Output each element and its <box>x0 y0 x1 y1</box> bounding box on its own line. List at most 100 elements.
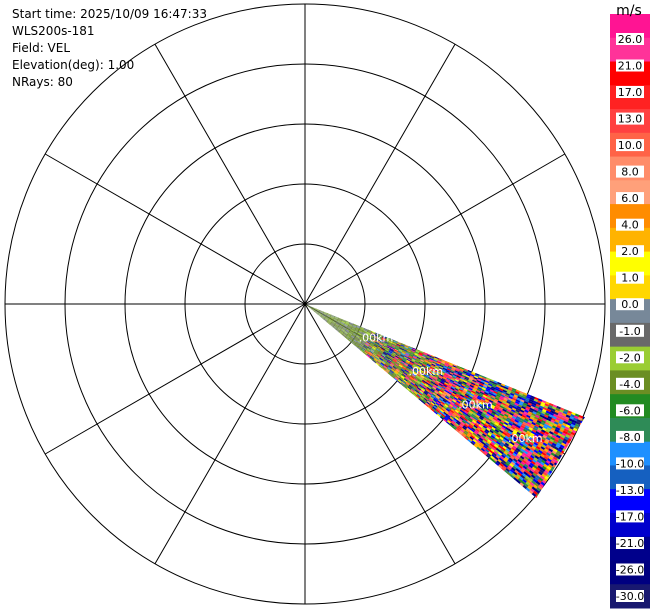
velocity-gate <box>324 317 329 321</box>
velocity-gate <box>305 304 309 307</box>
velocity-gate <box>500 385 506 389</box>
velocity-gate <box>432 378 437 382</box>
velocity-gate <box>563 420 569 425</box>
velocity-gate <box>535 414 540 419</box>
velocity-gate <box>445 401 451 406</box>
velocity-gate <box>508 457 514 462</box>
velocity-gate <box>343 325 348 328</box>
velocity-gate <box>330 323 335 327</box>
velocity-gate <box>366 348 371 352</box>
velocity-gate <box>483 438 488 443</box>
velocity-gate <box>436 407 441 412</box>
velocity-gate <box>356 326 361 329</box>
velocity-gate <box>348 332 353 336</box>
velocity-gate <box>364 328 369 331</box>
velocity-gate <box>464 423 469 428</box>
velocity-gate <box>520 425 526 429</box>
velocity-gate <box>416 393 422 398</box>
velocity-gate <box>407 373 412 377</box>
velocity-gate <box>467 418 473 423</box>
velocity-gate <box>522 484 528 490</box>
velocity-gate <box>448 381 454 386</box>
velocity-gate <box>395 369 400 374</box>
velocity-gate <box>530 405 536 410</box>
velocity-gate <box>369 344 374 348</box>
velocity-gate <box>422 363 427 367</box>
velocity-gate <box>433 367 439 371</box>
velocity-gate <box>469 423 474 428</box>
velocity-gate <box>491 447 497 452</box>
velocity-gate <box>551 450 557 455</box>
velocity-gate <box>465 384 471 388</box>
velocity-gate <box>506 466 512 471</box>
velocity-gate <box>346 327 351 330</box>
velocity-gate <box>535 445 541 451</box>
velocity-gate <box>349 337 354 342</box>
velocity-gate <box>549 412 555 416</box>
velocity-gate <box>394 348 399 352</box>
velocity-gate <box>548 448 554 453</box>
velocity-gate <box>423 391 428 396</box>
velocity-gate <box>317 314 321 318</box>
velocity-gate <box>460 415 466 420</box>
velocity-gate <box>514 392 520 397</box>
velocity-gate <box>470 391 476 396</box>
velocity-gate <box>403 384 408 389</box>
velocity-gate <box>492 383 498 387</box>
velocity-gate <box>378 359 383 363</box>
velocity-gate <box>512 405 518 410</box>
velocity-gate <box>358 346 363 350</box>
velocity-gate <box>329 317 334 321</box>
velocity-gate <box>314 311 319 314</box>
velocity-gate <box>377 360 382 364</box>
velocity-gate <box>539 423 545 428</box>
velocity-gate <box>507 424 513 428</box>
colorbar-label-bg <box>616 86 644 98</box>
velocity-gate <box>502 431 508 436</box>
velocity-gate <box>389 349 394 353</box>
velocity-gate <box>359 344 364 348</box>
velocity-gate <box>375 348 380 352</box>
velocity-gate <box>422 392 428 397</box>
velocity-gate <box>365 342 370 346</box>
velocity-gate <box>384 364 389 368</box>
velocity-gate <box>405 352 411 356</box>
velocity-gate <box>538 442 544 447</box>
velocity-gate <box>346 327 351 331</box>
velocity-gate <box>332 319 337 323</box>
colorbar-label-bg <box>616 112 644 125</box>
velocity-gate <box>393 340 398 344</box>
velocity-gate <box>335 329 340 333</box>
velocity-gate <box>498 431 503 436</box>
velocity-gate <box>501 440 507 445</box>
velocity-gate <box>470 428 476 433</box>
velocity-gate <box>427 370 433 374</box>
velocity-gate <box>455 393 461 397</box>
velocity-gate <box>370 333 376 336</box>
velocity-gate <box>472 426 478 431</box>
velocity-gate <box>472 419 477 424</box>
velocity-gate <box>485 414 490 419</box>
velocity-gate <box>405 369 410 373</box>
velocity-gate <box>454 403 459 408</box>
velocity-gate <box>470 407 476 412</box>
velocity-gate <box>463 411 468 416</box>
velocity-gate <box>410 367 416 372</box>
velocity-gate <box>326 321 331 325</box>
velocity-gate <box>360 327 365 330</box>
velocity-gate <box>315 309 320 312</box>
velocity-gate <box>327 313 332 315</box>
velocity-gate <box>567 420 573 425</box>
velocity-gate <box>378 334 384 337</box>
velocity-gate <box>437 412 442 417</box>
velocity-gate <box>322 313 327 316</box>
velocity-gate <box>465 422 470 427</box>
velocity-gate <box>499 395 505 400</box>
velocity-gate <box>482 418 488 423</box>
velocity-gate <box>422 385 428 390</box>
velocity-gate <box>358 339 363 343</box>
velocity-gate <box>527 466 533 471</box>
velocity-gate <box>411 366 417 370</box>
velocity-gate <box>496 460 501 465</box>
velocity-gate <box>546 452 552 457</box>
